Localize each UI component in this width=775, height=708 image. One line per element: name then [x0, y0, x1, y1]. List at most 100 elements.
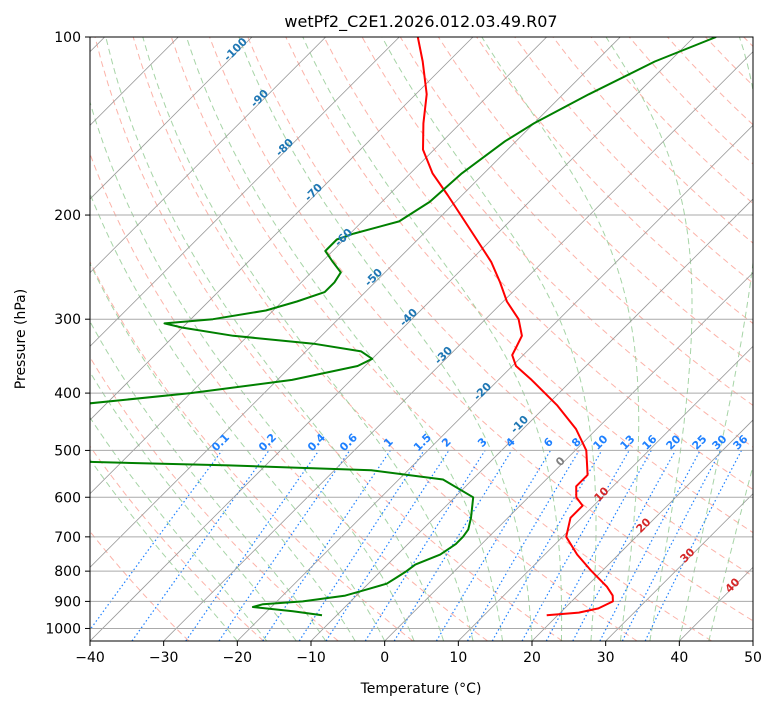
dry-adiabat-line: [743, 37, 753, 48]
moist-adiabat-label: 0: [553, 454, 568, 469]
dry-adiabat-line: [247, 37, 753, 577]
y-tick-label: 1000: [45, 621, 81, 637]
mixing-ratio-label: 10: [591, 432, 611, 452]
y-axis-label: Pressure (hPa): [13, 289, 29, 389]
dry-adiabat-line: [552, 37, 753, 244]
isotherm-line: [310, 198, 753, 641]
mixing-ratio-line: [644, 450, 743, 641]
isotherm-line: [90, 37, 474, 421]
chart-title: wetPf2_C2E1.2026.012.03.49.R07: [284, 12, 557, 32]
dry-adiabat-line: [705, 37, 753, 87]
x-tick-label: 20: [523, 650, 541, 666]
x-tick-label: −30: [149, 650, 179, 666]
mixing-ratio-label: 25: [690, 433, 710, 453]
mixing-ratio-label: 36: [731, 432, 751, 452]
moist-adiabat-line: [90, 100, 415, 641]
reference-labels: -100-90-80-70-60-50-40-30-20-100.1 0.2 0.4…: [209, 35, 751, 596]
dry-adiabat-label: -10: [508, 413, 531, 436]
y-tick-label: 800: [54, 564, 81, 580]
x-tick-label: 30: [597, 650, 615, 666]
dewpoint-profile-line: [90, 37, 717, 617]
moist-adiabat-label: 20: [634, 515, 654, 535]
isotherm-line: [90, 37, 547, 495]
isotherm-line: [384, 272, 753, 641]
mixing-ratio-line: [218, 450, 351, 641]
dry-adiabat-line: [209, 37, 753, 622]
dry-adiabat-label: -20: [471, 380, 494, 403]
mixing-ratio-line: [545, 450, 652, 641]
dry-adiabat-line: [514, 37, 753, 284]
dry-adiabat-line: [170, 37, 712, 641]
x-tick-label: −20: [223, 650, 253, 666]
profiles: [90, 37, 717, 617]
x-tick-label: −40: [75, 650, 105, 666]
dry-adiabat-line: [476, 37, 753, 325]
moist-adiabat-line: [142, 37, 474, 641]
dry-adiabat-line: [90, 356, 339, 641]
dry-adiabat-label: -40: [397, 306, 420, 329]
moist-adiabat-line: [90, 416, 268, 641]
y-tick-label: 100: [54, 30, 81, 46]
mixing-ratio-line: [572, 450, 677, 641]
moist-adiabat-line: [678, 37, 753, 641]
isotherm-line: [679, 566, 753, 641]
moist-adiabat-line: [381, 37, 597, 641]
mixing-ratio-label: 3: [475, 435, 490, 450]
moist-adiabat-line: [90, 371, 297, 641]
mixing-ratio-line: [185, 450, 320, 641]
mixing-ratio-line: [621, 450, 722, 641]
mixing-ratio-label: 1: [381, 435, 396, 450]
mixing-ratio-label: 8: [569, 435, 584, 450]
dry-adiabat-line: [323, 37, 753, 491]
mixing-ratio-line: [325, 450, 450, 641]
moist-adiabat-line: [90, 320, 327, 641]
isotherm-line: [163, 51, 753, 641]
mixing-ratio-label: 6: [541, 435, 556, 450]
temperature-profile-line: [416, 37, 614, 617]
isotherm-line: [458, 345, 753, 641]
moist-adiabat-line: [238, 37, 533, 641]
x-tick-label: 10: [449, 650, 467, 666]
mixing-ratio-line: [393, 450, 513, 641]
isotherm-line: [90, 37, 253, 200]
moist-adiabat-label: 30: [678, 545, 698, 565]
x-tick-label: 40: [670, 650, 688, 666]
dry-adiabat-line: [437, 37, 753, 365]
dry-adiabat-label: -60: [332, 226, 355, 249]
moist-adiabat-line: [302, 37, 563, 641]
isotherm-line: [605, 493, 753, 641]
dry-adiabat-line: [90, 445, 264, 641]
dry-adiabat-line: [94, 37, 563, 641]
mixing-ratio-label: 30: [710, 432, 730, 452]
mixing-ratio-line: [521, 450, 630, 641]
moist-adiabat-line: [186, 37, 503, 641]
isotherm-line: [90, 37, 621, 568]
moist-adiabat-line: [90, 458, 238, 641]
isotherm-line: [752, 640, 753, 641]
y-ticks: 100 200 300 400 500 600 700 800 900 1000: [45, 30, 90, 637]
dry-adiabat-label: -100: [221, 35, 250, 64]
moist-adiabat-line: [105, 37, 445, 641]
mixing-ratio-line: [262, 450, 391, 641]
x-tick-label: 0: [380, 650, 389, 666]
mixing-ratio-line: [90, 450, 223, 631]
plot-frame: [89, 36, 754, 642]
dry-adiabat-line: [90, 260, 414, 641]
dry-adiabats: [90, 37, 753, 641]
mixing-ratio-line: [298, 450, 425, 641]
mixing-ratio-label: 16: [640, 432, 660, 452]
moist-adiabat-line: [605, 37, 693, 641]
dry-adiabat-label: -80: [273, 136, 296, 159]
moist-adiabat-line: [90, 262, 356, 641]
mixing-ratio-lines: [90, 450, 743, 641]
isotherm-line: [531, 419, 753, 641]
x-tick-label: 50: [744, 650, 762, 666]
dry-adiabat-line: [285, 37, 753, 534]
y-tick-label: 200: [54, 208, 81, 224]
mixing-ratio-line: [364, 450, 486, 641]
dry-adiabat-line: [132, 37, 638, 641]
y-tick-label: 600: [54, 490, 81, 506]
y-tick-label: 700: [54, 530, 81, 546]
dry-adiabat-label: -90: [248, 87, 271, 110]
